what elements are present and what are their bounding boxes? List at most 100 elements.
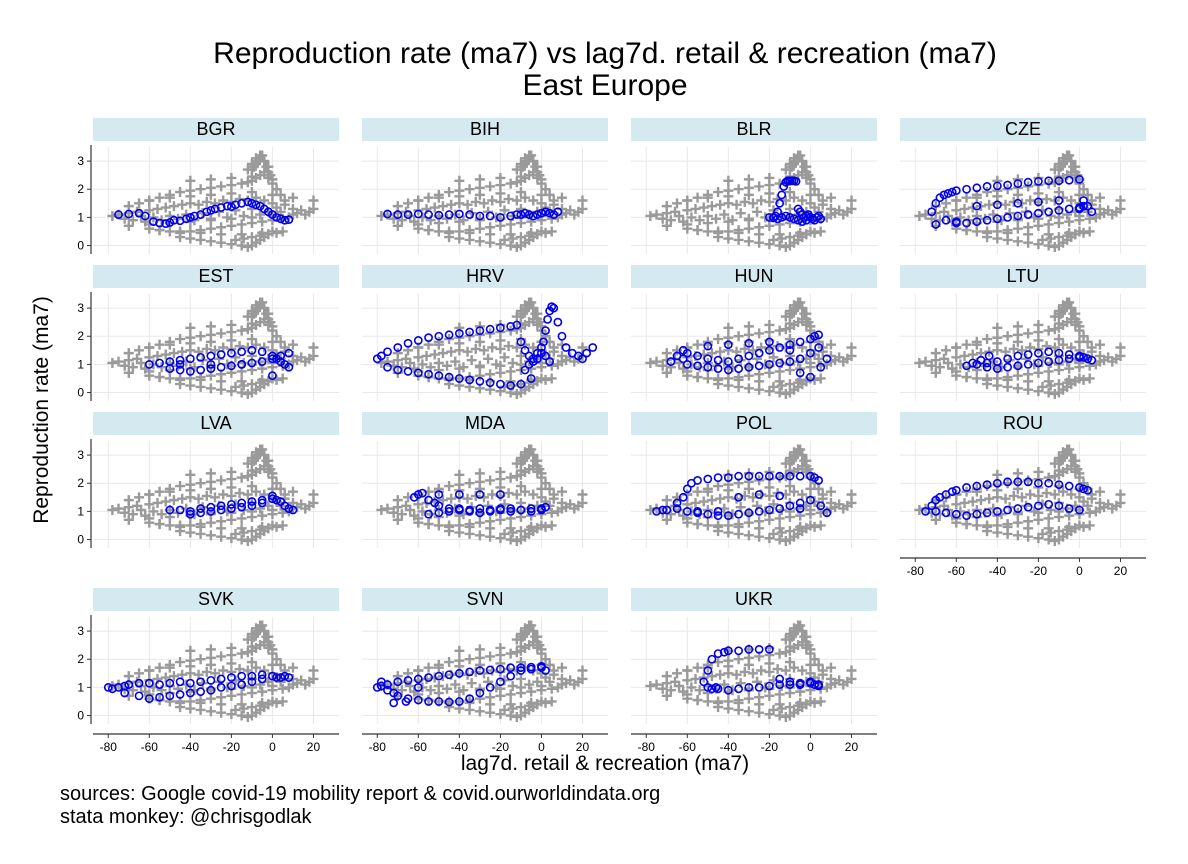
background-point [1043, 366, 1054, 377]
background-point [809, 227, 820, 238]
background-point [205, 659, 216, 670]
background-point [805, 321, 816, 332]
background-point [992, 527, 1003, 538]
background-point [544, 676, 555, 687]
x-tick-label: -20 [492, 740, 510, 754]
background-point [1008, 490, 1019, 501]
background-point [967, 496, 978, 507]
background-point [433, 688, 444, 699]
background-point [185, 661, 196, 672]
background-point [789, 486, 800, 497]
background-point [686, 682, 697, 693]
background-point [277, 520, 288, 531]
background-point [226, 188, 237, 199]
background-point [1049, 164, 1060, 175]
data-point-hun [795, 337, 805, 347]
data-point-cze [1033, 208, 1043, 218]
background-point [1012, 530, 1023, 541]
data-point-ukr [711, 682, 721, 692]
background-point [136, 357, 147, 368]
data-point-svn [424, 673, 433, 682]
background-point [825, 679, 836, 690]
background-point [160, 672, 171, 683]
background-point [914, 357, 925, 368]
data-point-ukr [806, 677, 815, 687]
background-point [205, 517, 216, 528]
background-point [164, 339, 175, 350]
background-point [1058, 339, 1069, 350]
background-point [1084, 507, 1095, 518]
background-point [423, 192, 434, 203]
data-point-cze [1054, 196, 1064, 205]
background-point [263, 308, 274, 319]
background-point [107, 504, 118, 515]
x-tick-label: -60 [141, 740, 159, 754]
background-point [743, 693, 754, 704]
background-point [495, 196, 506, 207]
background-point [1045, 233, 1056, 244]
data-point-est [175, 365, 185, 375]
data-point-pol [703, 474, 713, 484]
background-point [801, 631, 812, 642]
background-point [474, 693, 485, 704]
background-point [442, 507, 453, 518]
data-point-hun [785, 340, 795, 350]
background-point [524, 524, 535, 535]
background-point [1021, 500, 1032, 511]
background-point [715, 493, 726, 504]
background-point [413, 665, 424, 676]
background-point [287, 209, 298, 220]
background-point [515, 526, 526, 537]
data-point-rou [921, 506, 930, 516]
background-point [515, 702, 526, 713]
panel-strip-label: BGR [196, 119, 235, 139]
background-point [226, 213, 237, 224]
background-point [801, 229, 812, 240]
background-point [754, 523, 765, 534]
background-point [507, 357, 518, 368]
background-point [706, 348, 717, 359]
data-point-svn [537, 661, 546, 671]
data-point-cze [1023, 210, 1033, 219]
data-point-svk [247, 671, 257, 681]
panel-strip [900, 118, 1146, 141]
background-point [661, 367, 672, 378]
background-point [216, 523, 227, 534]
x-tick-label: 0 [1076, 564, 1083, 578]
background-point [246, 628, 257, 639]
background-point [205, 336, 216, 347]
background-point [177, 199, 188, 210]
x-tick-label: -60 [410, 740, 428, 754]
background-point [1049, 489, 1060, 500]
background-point [246, 334, 257, 345]
background-point [733, 227, 744, 238]
data-point-hrv [475, 326, 485, 336]
background-point [971, 365, 982, 376]
data-point-bih [444, 210, 454, 219]
data-point-hrv [495, 379, 505, 389]
background-point [959, 203, 970, 214]
data-point-hrv [454, 329, 464, 338]
data-point-ltu [1075, 352, 1084, 362]
background-point [287, 662, 298, 673]
background-point [1094, 356, 1105, 367]
data-point-svk [165, 678, 175, 688]
background-point [154, 372, 165, 383]
background-point [423, 519, 434, 530]
background-point [226, 172, 237, 183]
y-tick-label: 1 [77, 680, 84, 694]
data-point-svk [175, 677, 185, 687]
data-point-pol [682, 506, 692, 516]
data-point-rou [962, 511, 971, 521]
background-point [743, 321, 754, 332]
background-point [805, 357, 816, 368]
data-point-pol [785, 501, 795, 511]
data-point-svn [444, 697, 454, 707]
background-point [515, 158, 526, 169]
background-point [971, 486, 982, 497]
data-point-pol [713, 511, 723, 521]
data-point-est [165, 364, 175, 374]
data-point-mda [526, 506, 536, 516]
background-point [754, 229, 765, 240]
background-point [279, 342, 290, 353]
